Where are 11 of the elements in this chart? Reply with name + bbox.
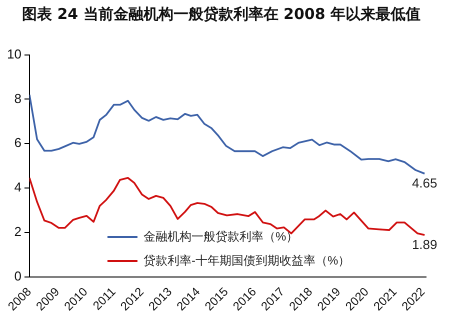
annotation: 1.89 <box>412 237 438 252</box>
annotation: 4.65 <box>412 176 438 191</box>
y-tick-label: 10 <box>6 46 22 62</box>
y-tick-label: 8 <box>14 90 22 106</box>
chart-title: 图表 24 当前金融机构一般贷款利率在 2008 年以来最低值 <box>22 4 422 25</box>
y-tick-label: 4 <box>14 180 22 195</box>
legend-label: 金融机构一般贷款利率（%） <box>143 229 298 244</box>
legend-label: 贷款利率-十年期国债到期收益率（%） <box>143 253 350 268</box>
y-tick-label: 2 <box>14 224 22 240</box>
y-tick-label: 6 <box>14 135 22 150</box>
y-tick-label: 0 <box>14 268 22 284</box>
